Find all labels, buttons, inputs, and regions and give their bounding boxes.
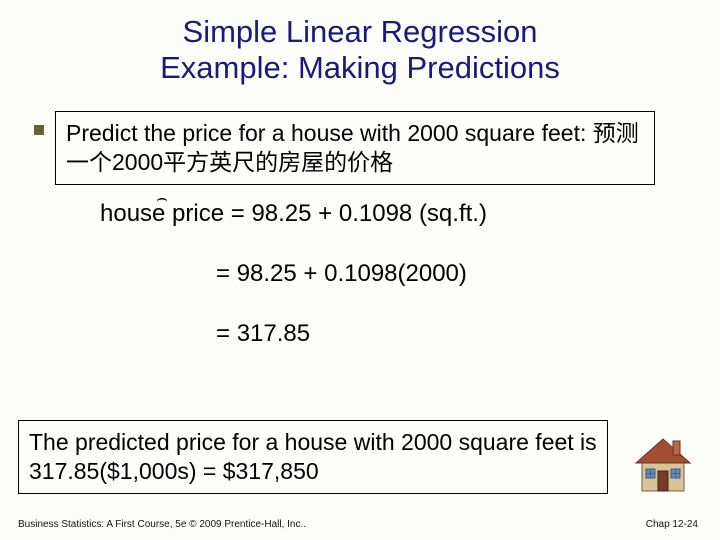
title-line-1: Simple Linear Regression	[183, 14, 538, 49]
eq-sign: =	[231, 200, 245, 228]
eq-var2: (2000)	[398, 260, 467, 288]
eq-intercept-2: 98.25	[237, 260, 297, 288]
eq-result: 317.85	[237, 320, 310, 348]
result-text: The predicted price for a house with 200…	[29, 429, 597, 484]
predict-english: Predict the price for a house with 2000 …	[66, 120, 586, 146]
bullet-square-icon	[34, 125, 44, 135]
eq-plus: +	[318, 200, 332, 228]
house-icon	[628, 433, 698, 495]
eq-var1: (sq.ft.)	[419, 200, 487, 228]
y-hat: ⌢ house price	[100, 200, 224, 228]
eq-intercept-1: 98.25	[251, 200, 311, 228]
equations-block: ⌢ house price = 98.25 + 0.1098 (sq.ft.) …	[100, 200, 487, 380]
result-box: The predicted price for a house with 200…	[18, 420, 608, 494]
footer-right: Chap 12-24	[646, 519, 698, 530]
footer-left: Business Statistics: A First Course, 5e …	[18, 519, 306, 530]
equation-line-2: = 98.25 + 0.1098 (2000)	[216, 260, 487, 288]
hat-icon: ⌢	[137, 188, 187, 209]
predict-box: Predict the price for a house with 2000 …	[55, 111, 655, 185]
eq-sign-2: =	[216, 260, 230, 288]
title-line-2: Example: Making Predictions	[160, 50, 560, 85]
eq-slope-1: 0.1098	[339, 200, 412, 228]
equation-line-3: = 317.85	[216, 320, 487, 348]
eq-sign-3: =	[216, 320, 230, 348]
eq-plus-2: +	[303, 260, 317, 288]
eq-slope-2: 0.1098	[324, 260, 397, 288]
equation-line-1: ⌢ house price = 98.25 + 0.1098 (sq.ft.)	[100, 200, 487, 228]
slide-title: Simple Linear Regression Example: Making…	[0, 0, 720, 95]
